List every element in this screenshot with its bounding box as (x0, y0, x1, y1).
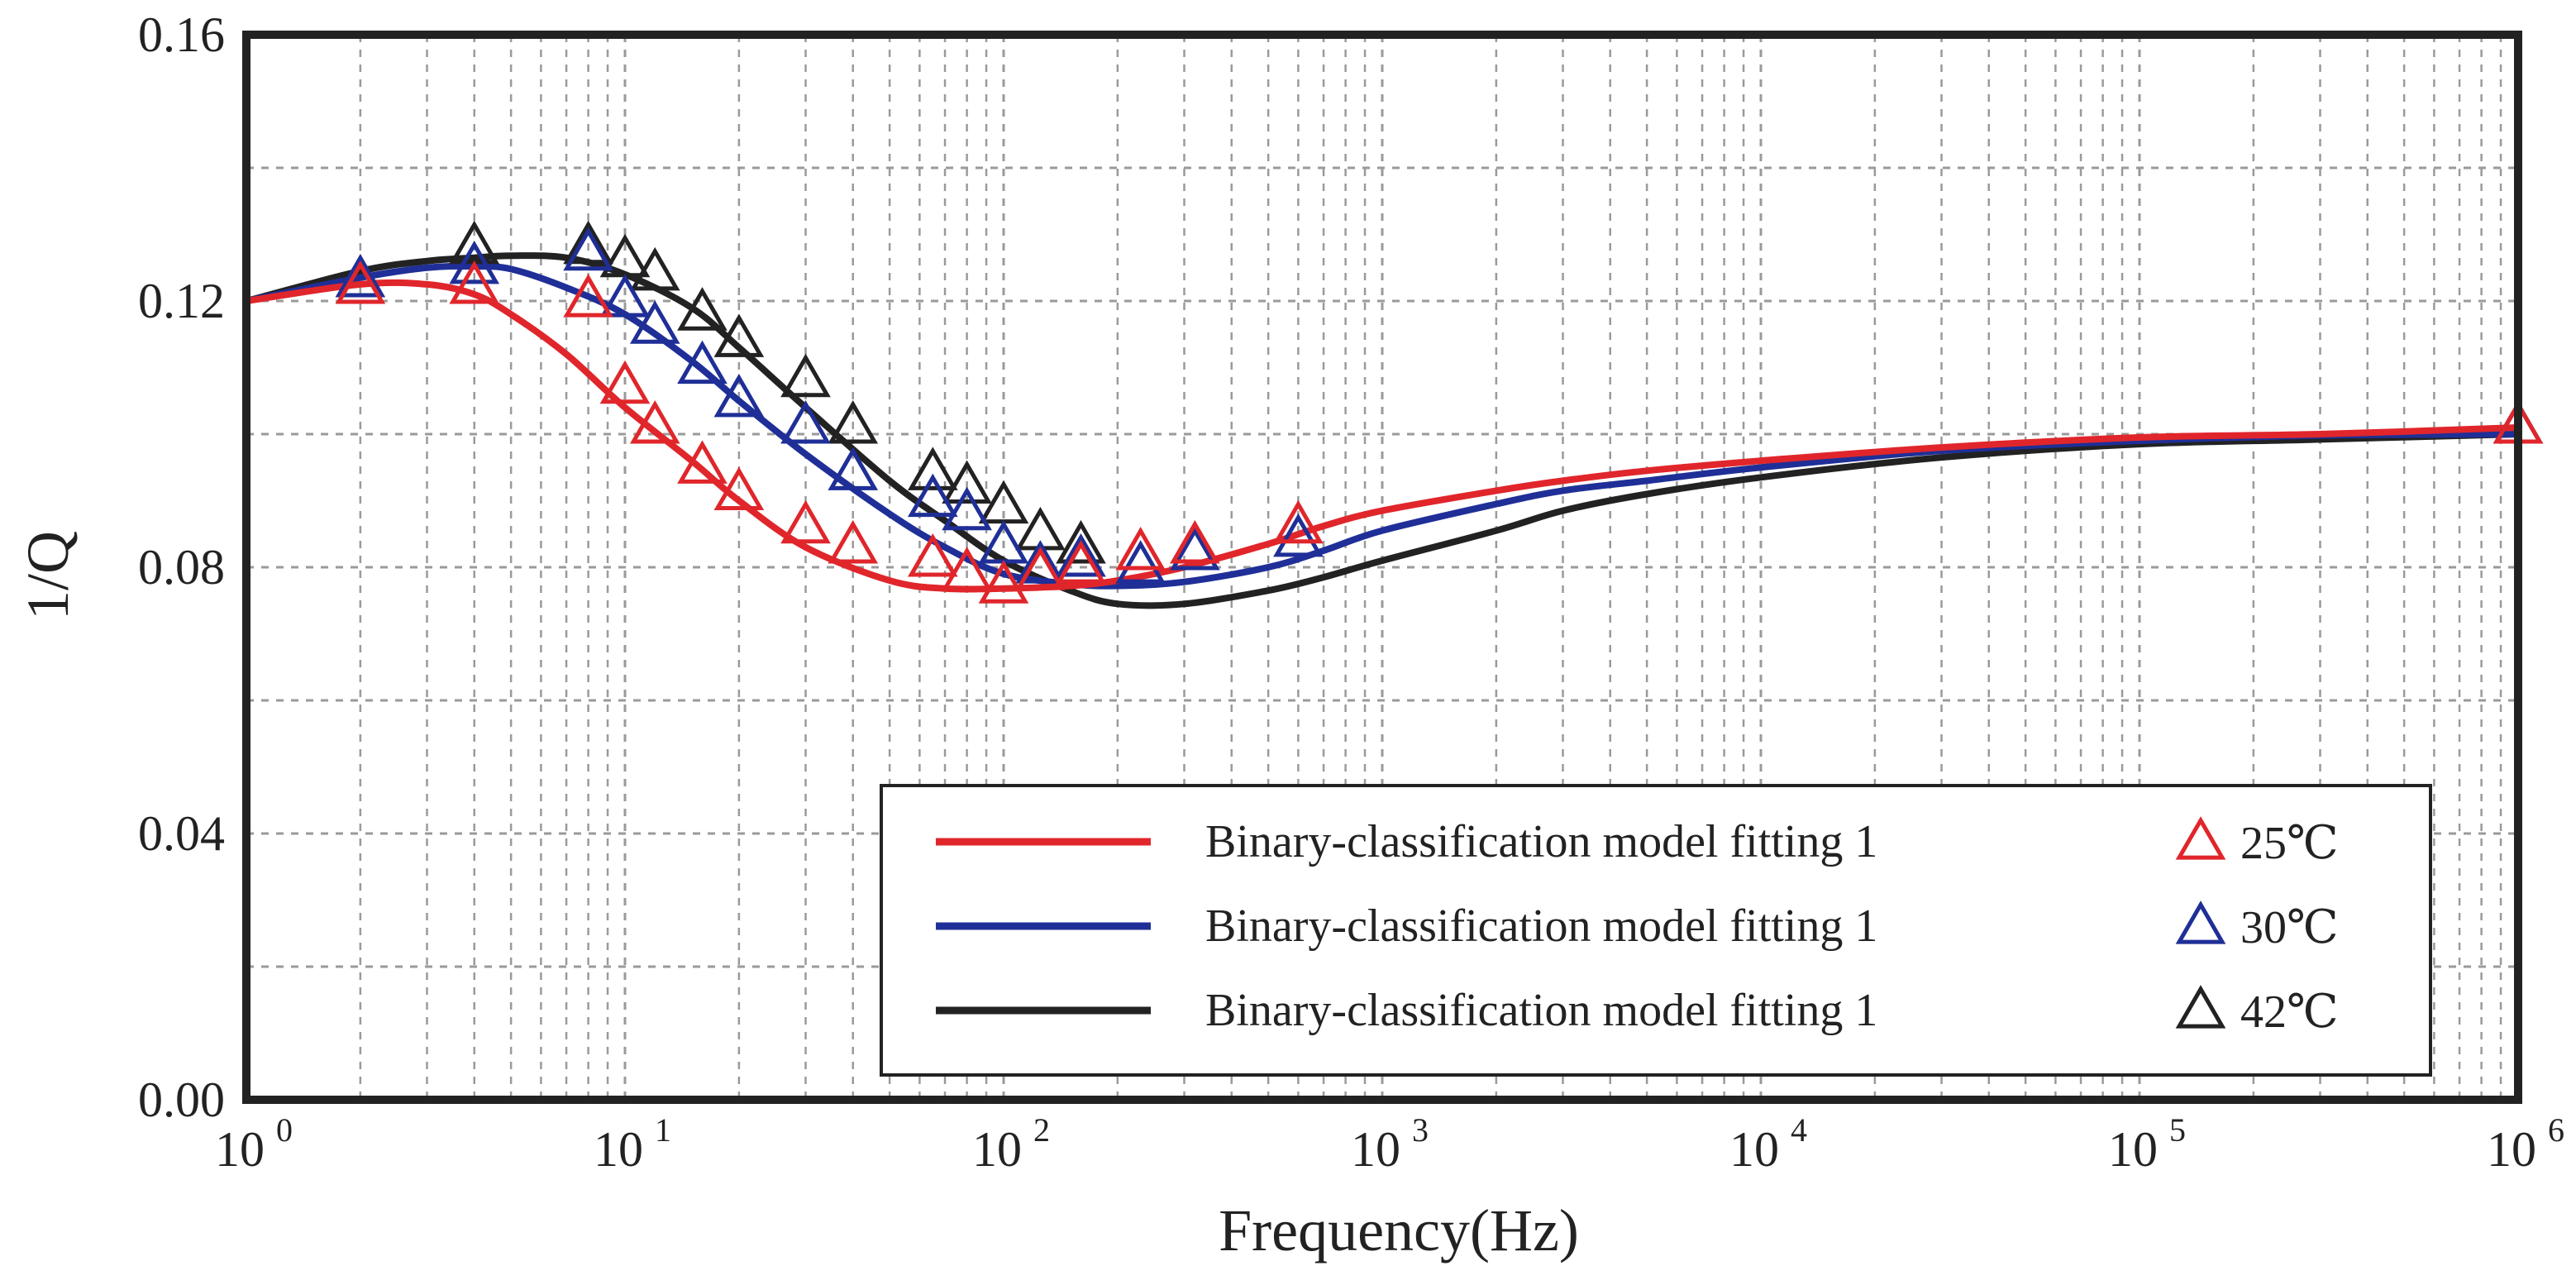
x-tick-exponent: 2 (1033, 1111, 1050, 1149)
data-point-1 (713, 373, 765, 418)
data-point-0 (1015, 547, 1066, 590)
data-point-0 (1056, 540, 1106, 584)
x-tick-label: 10 (2108, 1122, 2158, 1177)
x-tick-label: 10 (972, 1122, 1022, 1177)
data-point-0 (1115, 526, 1166, 571)
data-point-0 (978, 560, 1029, 604)
data-point-2 (828, 400, 879, 444)
data-point-1 (1273, 513, 1324, 557)
data-point-1 (828, 447, 879, 490)
data-point-2 (629, 246, 680, 291)
y-tick-label: 0.08 (138, 540, 225, 595)
data-point-1 (1170, 526, 1220, 571)
plot-frame (242, 31, 2522, 1104)
x-tick-exponent: 4 (1791, 1111, 1807, 1149)
x-tick-exponent: 5 (2169, 1111, 2186, 1149)
data-point-0 (780, 499, 831, 544)
data-point-2 (677, 287, 727, 331)
x-tick-label: 10 (2487, 1122, 2536, 1177)
y-tick-label: 0.12 (138, 274, 225, 328)
data-point-1 (1115, 540, 1166, 584)
grid (246, 35, 2518, 1100)
data-point-2 (563, 220, 613, 265)
legend-marker-label: 25℃ (2240, 818, 2339, 869)
data-point-1 (942, 486, 992, 531)
data-point-1 (629, 300, 680, 344)
legend-marker-swatch (2175, 985, 2226, 1029)
data-point-0 (1170, 519, 1220, 564)
y-tick-label: 0.04 (138, 806, 225, 861)
data-point-1 (780, 400, 831, 444)
x-tick-label: 10 (1351, 1122, 1400, 1177)
data-point-1 (1056, 533, 1106, 577)
fit-lines (243, 252, 2521, 609)
data-markers (335, 220, 2544, 604)
x-axis-label: Frequency(Hz) (1219, 1197, 1579, 1264)
data-point-0 (563, 274, 613, 318)
legend-marker-swatch (2175, 900, 2226, 944)
legend-series-label: Binary-classification model fitting 1 (1205, 985, 1877, 1036)
data-point-0 (335, 260, 386, 304)
fit-line-2 (243, 252, 2521, 609)
legend-series-label: Binary-classification model fitting 1 (1205, 816, 1877, 867)
x-tick-label: 10 (594, 1122, 643, 1177)
data-point-0 (677, 440, 727, 484)
x-tick-exponent: 3 (1412, 1111, 1429, 1149)
data-point-0 (449, 260, 500, 304)
legend-marker-swatch (2175, 816, 2226, 860)
legend-box (880, 784, 2432, 1077)
x-tick-exponent: 6 (2548, 1111, 2564, 1149)
data-point-1 (1015, 540, 1066, 584)
legend-marker-label: 30℃ (2240, 902, 2339, 953)
y-tick-labels: 0.00 0.04 0.08 0.12 0.16 (138, 7, 225, 1127)
data-point-1 (563, 227, 613, 271)
data-point-2 (942, 460, 992, 504)
data-point-1 (677, 340, 727, 385)
data-point-1 (599, 274, 651, 318)
data-point-0 (599, 360, 651, 404)
fit-line-0 (243, 279, 2521, 593)
data-point-0 (907, 533, 958, 577)
x-tick-label: 10 (1729, 1122, 1779, 1177)
fit-line-1 (243, 262, 2521, 590)
y-axis-label: 1/Q (15, 531, 81, 620)
legend-series-label: Binary-classification model fitting 1 (1205, 900, 1877, 952)
data-point-1 (449, 240, 500, 284)
data-point-0 (629, 400, 680, 444)
data-point-0 (828, 519, 879, 564)
y-tick-label: 0.00 (138, 1072, 225, 1127)
data-point-2 (780, 353, 831, 398)
x-tick-exponent: 1 (655, 1111, 671, 1149)
data-point-2 (713, 313, 765, 357)
data-point-0 (942, 547, 992, 590)
x-tick-exponent: 0 (276, 1111, 293, 1149)
data-point-0 (713, 466, 765, 511)
data-point-0 (1273, 499, 1324, 544)
data-point-2 (907, 447, 958, 490)
legend-marker-label: 42℃ (2240, 986, 2339, 1038)
data-point-2 (1056, 519, 1106, 564)
y-tick-label: 0.16 (138, 7, 225, 62)
data-point-1 (335, 253, 386, 298)
x-tick-labels: 10 0 10 1 10 2 10 3 10 4 10 5 10 6 (215, 1111, 2564, 1177)
legend: Binary-classification model fitting 1 25℃… (880, 784, 2432, 1077)
x-tick-label: 10 (215, 1122, 265, 1177)
data-point-1 (907, 473, 958, 518)
